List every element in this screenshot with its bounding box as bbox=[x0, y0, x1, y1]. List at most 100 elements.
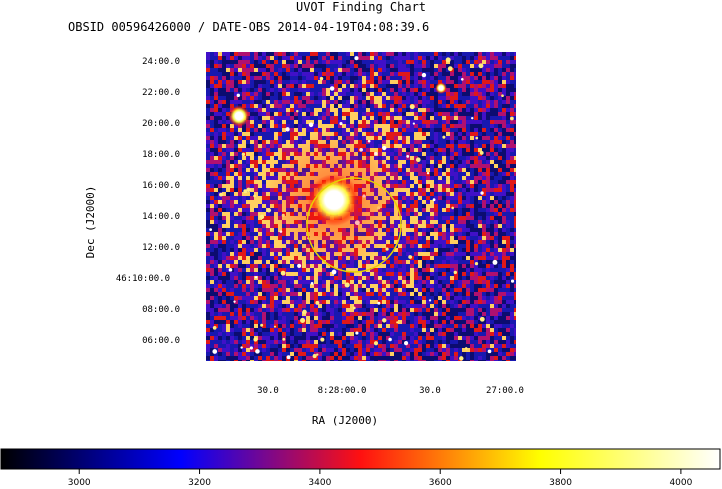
y-tick-label: 18:00.0 bbox=[142, 150, 180, 160]
bright-star bbox=[308, 174, 360, 226]
y-tick-label: 12:00.0 bbox=[142, 243, 180, 253]
faint-star bbox=[253, 337, 258, 342]
x-tick-label: 8:28:00.0 bbox=[318, 386, 367, 396]
y-tick-label: 20:00.0 bbox=[142, 119, 180, 129]
faint-star bbox=[212, 349, 218, 354]
faint-star bbox=[426, 171, 430, 175]
faint-star bbox=[300, 317, 306, 323]
x-tick-label: 30.0 bbox=[257, 386, 279, 396]
x-axis-label: RA (J2000) bbox=[312, 414, 378, 427]
faint-star bbox=[240, 346, 243, 349]
faint-star bbox=[209, 228, 213, 231]
y-tick-label: 24:00.0 bbox=[142, 57, 180, 67]
faint-star bbox=[355, 331, 359, 335]
y-tick-label: 46:10:00.0 bbox=[116, 274, 170, 284]
faint-star bbox=[282, 337, 286, 341]
faint-star bbox=[510, 279, 515, 283]
faint-star bbox=[241, 152, 246, 157]
faint-star bbox=[415, 157, 421, 163]
faint-star bbox=[228, 268, 233, 272]
faint-star bbox=[286, 355, 291, 360]
faint-star bbox=[308, 122, 314, 128]
faint-star bbox=[315, 300, 320, 305]
faint-star bbox=[381, 318, 387, 323]
faint-star bbox=[408, 255, 413, 259]
faint-star bbox=[243, 189, 248, 194]
faint-star bbox=[255, 349, 260, 354]
faint-star bbox=[377, 301, 381, 305]
colorbar bbox=[0, 448, 721, 470]
faint-star bbox=[453, 270, 458, 275]
faint-star bbox=[316, 353, 319, 356]
faint-star bbox=[510, 116, 514, 121]
faint-star bbox=[353, 306, 356, 310]
faint-star bbox=[475, 136, 479, 140]
faint-star bbox=[297, 263, 302, 268]
faint-star bbox=[442, 135, 446, 139]
faint-star bbox=[487, 349, 492, 354]
faint-star bbox=[478, 63, 484, 69]
faint-star bbox=[320, 337, 325, 342]
y-tick-label: 16:00.0 bbox=[142, 181, 180, 191]
faint-star bbox=[280, 270, 286, 276]
y-axis-label: Dec (J2000) bbox=[84, 186, 97, 259]
faint-star bbox=[447, 66, 453, 72]
faint-star bbox=[273, 325, 276, 328]
colorbar-tick-label: 3200 bbox=[188, 478, 211, 488]
faint-star bbox=[339, 122, 343, 126]
x-tick-label: 30.0 bbox=[419, 386, 441, 396]
faint-star bbox=[459, 356, 464, 361]
faint-star bbox=[445, 57, 451, 63]
colorbar-ticks: 3000 3200 3400 3600 3800 4000 bbox=[68, 469, 693, 488]
faint-star bbox=[296, 109, 299, 113]
y-tick-label: 22:00.0 bbox=[142, 88, 180, 98]
faint-star bbox=[373, 341, 379, 346]
faint-star bbox=[480, 191, 484, 195]
colorbar-tick-label: 3000 bbox=[68, 478, 91, 488]
faint-star bbox=[246, 187, 251, 193]
faint-star bbox=[428, 299, 432, 302]
faint-star bbox=[451, 206, 454, 210]
faint-star bbox=[406, 154, 410, 158]
source-region-circle bbox=[306, 177, 402, 273]
chart-subtitle: OBSID 00596426000 / DATE-OBS 2014-04-19T… bbox=[68, 20, 430, 34]
colorbar-tick-label: 3800 bbox=[549, 478, 572, 488]
faint-star bbox=[460, 77, 464, 81]
faint-star bbox=[344, 282, 350, 288]
faint-star bbox=[354, 56, 359, 61]
y-tick-label: 08:00.0 bbox=[142, 305, 180, 315]
faint-star bbox=[492, 259, 498, 265]
faint-star bbox=[329, 86, 335, 91]
chart-title: UVOT Finding Chart bbox=[295, 0, 427, 14]
faint-star bbox=[382, 145, 387, 151]
x-tick-labels: 30.0 8:28:00.0 30.0 27:00.0 bbox=[257, 386, 524, 396]
faint-star bbox=[409, 104, 415, 110]
faint-star bbox=[377, 276, 382, 280]
faint-star bbox=[259, 214, 265, 220]
faint-star bbox=[471, 116, 474, 120]
faint-star bbox=[421, 72, 427, 78]
faint-star bbox=[260, 323, 264, 327]
faint-star bbox=[253, 194, 256, 198]
faint-star bbox=[312, 354, 317, 359]
colorbar-tick-label: 4000 bbox=[669, 478, 692, 488]
colorbar-tick-label: 3400 bbox=[308, 478, 331, 488]
faint-star bbox=[319, 76, 324, 81]
faint-star bbox=[233, 300, 236, 303]
faint-star bbox=[396, 321, 399, 324]
faint-star bbox=[302, 309, 307, 315]
faint-star bbox=[212, 325, 217, 330]
x-tick-label: 27:00.0 bbox=[486, 386, 524, 396]
faint-star bbox=[254, 276, 258, 279]
faint-star bbox=[474, 261, 479, 266]
faint-star bbox=[432, 198, 436, 202]
star-tertiary bbox=[435, 82, 447, 94]
colorbar-tick-label: 3600 bbox=[429, 478, 452, 488]
faint-star bbox=[501, 94, 504, 98]
faint-star bbox=[464, 347, 468, 350]
faint-star bbox=[385, 247, 389, 251]
faint-star bbox=[249, 346, 253, 350]
faint-star bbox=[479, 316, 485, 322]
image-noise bbox=[206, 52, 516, 361]
y-tick-labels: 24:00.0 22:00.0 20:00.0 18:00.0 16:00.0 … bbox=[116, 57, 180, 346]
